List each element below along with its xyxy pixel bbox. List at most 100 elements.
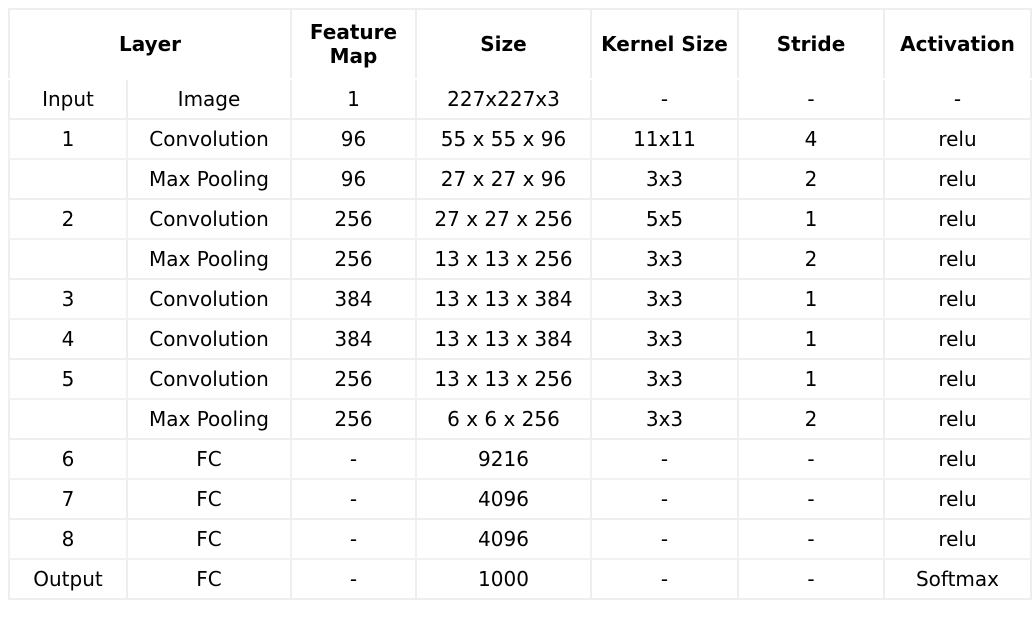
cell-kernel-size: 3x3 (590, 158, 739, 200)
cell-stride: 1 (737, 318, 885, 360)
table-row: 5 Convolution 256 13 x 13 x 256 3x3 1 re… (8, 358, 1032, 400)
cell-layer-num (8, 158, 128, 200)
cell-size: 13 x 13 x 384 (415, 318, 592, 360)
cell-layer-type: Max Pooling (126, 158, 292, 200)
cell-feature-map: - (290, 438, 417, 480)
cell-layer-type: FC (126, 518, 292, 560)
cell-layer-type: Convolution (126, 198, 292, 240)
cell-kernel-size: 3x3 (590, 238, 739, 280)
header-size: Size (415, 8, 592, 80)
header-kernel-size: Kernel Size (590, 8, 739, 80)
header-activation: Activation (883, 8, 1032, 80)
cell-layer-num: 8 (8, 518, 128, 560)
cell-size: 27 x 27 x 96 (415, 158, 592, 200)
cell-activation: relu (883, 278, 1032, 320)
header-feature-map-line1: Feature (309, 20, 398, 44)
cell-layer-type: FC (126, 478, 292, 520)
cell-layer-num: 4 (8, 318, 128, 360)
cell-kernel-size: - (590, 518, 739, 560)
table-row: Input Image 1 227x227x3 - - - (8, 78, 1032, 120)
cell-feature-map: - (290, 478, 417, 520)
cell-size: 13 x 13 x 256 (415, 238, 592, 280)
cell-activation: Softmax (883, 558, 1032, 600)
cell-layer-type: FC (126, 558, 292, 600)
cell-feature-map: 96 (290, 158, 417, 200)
cell-stride: - (737, 438, 885, 480)
table-row: 8 FC - 4096 - - relu (8, 518, 1032, 560)
cell-size: 55 x 55 x 96 (415, 118, 592, 160)
cell-activation: relu (883, 158, 1032, 200)
table-row: 6 FC - 9216 - - relu (8, 438, 1032, 480)
cell-kernel-size: - (590, 558, 739, 600)
table-row: Output FC - 1000 - - Softmax (8, 558, 1032, 600)
header-feature-map: Feature Map (290, 8, 417, 80)
cell-layer-type: Convolution (126, 118, 292, 160)
table-row: 4 Convolution 384 13 x 13 x 384 3x3 1 re… (8, 318, 1032, 360)
cell-activation: relu (883, 438, 1032, 480)
cell-size: 9216 (415, 438, 592, 480)
header-stride: Stride (737, 8, 885, 80)
cell-feature-map: 256 (290, 358, 417, 400)
architecture-table: Layer Feature Map Size Kernel Size Stride… (8, 8, 1032, 600)
cell-feature-map: 256 (290, 398, 417, 440)
cell-layer-type: FC (126, 438, 292, 480)
table-row: 1 Convolution 96 55 x 55 x 96 11x11 4 re… (8, 118, 1032, 160)
header-row: Layer Feature Map Size Kernel Size Stride… (8, 8, 1032, 80)
cell-layer-num (8, 238, 128, 280)
cell-kernel-size: 3x3 (590, 318, 739, 360)
cell-activation: relu (883, 118, 1032, 160)
cell-feature-map: 96 (290, 118, 417, 160)
cell-kernel-size: - (590, 438, 739, 480)
cell-size: 27 x 27 x 256 (415, 198, 592, 240)
cell-stride: 2 (737, 398, 885, 440)
header-layer: Layer (8, 8, 292, 80)
cell-feature-map: - (290, 558, 417, 600)
cell-layer-type: Max Pooling (126, 238, 292, 280)
cell-size: 227x227x3 (415, 78, 592, 120)
cell-feature-map: 384 (290, 318, 417, 360)
cell-kernel-size: 3x3 (590, 398, 739, 440)
cell-size: 4096 (415, 478, 592, 520)
cell-stride: - (737, 518, 885, 560)
table-row: 7 FC - 4096 - - relu (8, 478, 1032, 520)
cell-size: 1000 (415, 558, 592, 600)
cell-size: 13 x 13 x 384 (415, 278, 592, 320)
cell-stride: - (737, 78, 885, 120)
architecture-table-container: Layer Feature Map Size Kernel Size Stride… (8, 8, 1032, 628)
cell-layer-type: Convolution (126, 318, 292, 360)
cell-activation: relu (883, 198, 1032, 240)
cell-layer-num (8, 398, 128, 440)
cell-stride: 1 (737, 198, 885, 240)
cell-activation: - (883, 78, 1032, 120)
cell-feature-map: - (290, 518, 417, 560)
cell-feature-map: 256 (290, 198, 417, 240)
cell-stride: 1 (737, 278, 885, 320)
cell-stride: 2 (737, 158, 885, 200)
table-body: Input Image 1 227x227x3 - - - 1 Convolut… (8, 78, 1032, 600)
cell-layer-num: 2 (8, 198, 128, 240)
cell-activation: relu (883, 478, 1032, 520)
cell-feature-map: 384 (290, 278, 417, 320)
cell-layer-num: 7 (8, 478, 128, 520)
table-row: Max Pooling 96 27 x 27 x 96 3x3 2 relu (8, 158, 1032, 200)
cell-layer-num: Input (8, 78, 128, 120)
table-row: 2 Convolution 256 27 x 27 x 256 5x5 1 re… (8, 198, 1032, 240)
cell-stride: 1 (737, 358, 885, 400)
cell-size: 13 x 13 x 256 (415, 358, 592, 400)
cell-size: 6 x 6 x 256 (415, 398, 592, 440)
cell-stride: - (737, 558, 885, 600)
table-row: Max Pooling 256 6 x 6 x 256 3x3 2 relu (8, 398, 1032, 440)
cell-kernel-size: 5x5 (590, 198, 739, 240)
cell-activation: relu (883, 358, 1032, 400)
table-row: Max Pooling 256 13 x 13 x 256 3x3 2 relu (8, 238, 1032, 280)
cell-activation: relu (883, 398, 1032, 440)
cell-stride: - (737, 478, 885, 520)
header-feature-map-line2: Map (329, 44, 378, 68)
cell-kernel-size: - (590, 78, 739, 120)
cell-layer-num: 3 (8, 278, 128, 320)
cell-stride: 2 (737, 238, 885, 280)
table-header: Layer Feature Map Size Kernel Size Stride… (8, 8, 1032, 80)
cell-feature-map: 256 (290, 238, 417, 280)
cell-activation: relu (883, 518, 1032, 560)
cell-kernel-size: - (590, 478, 739, 520)
